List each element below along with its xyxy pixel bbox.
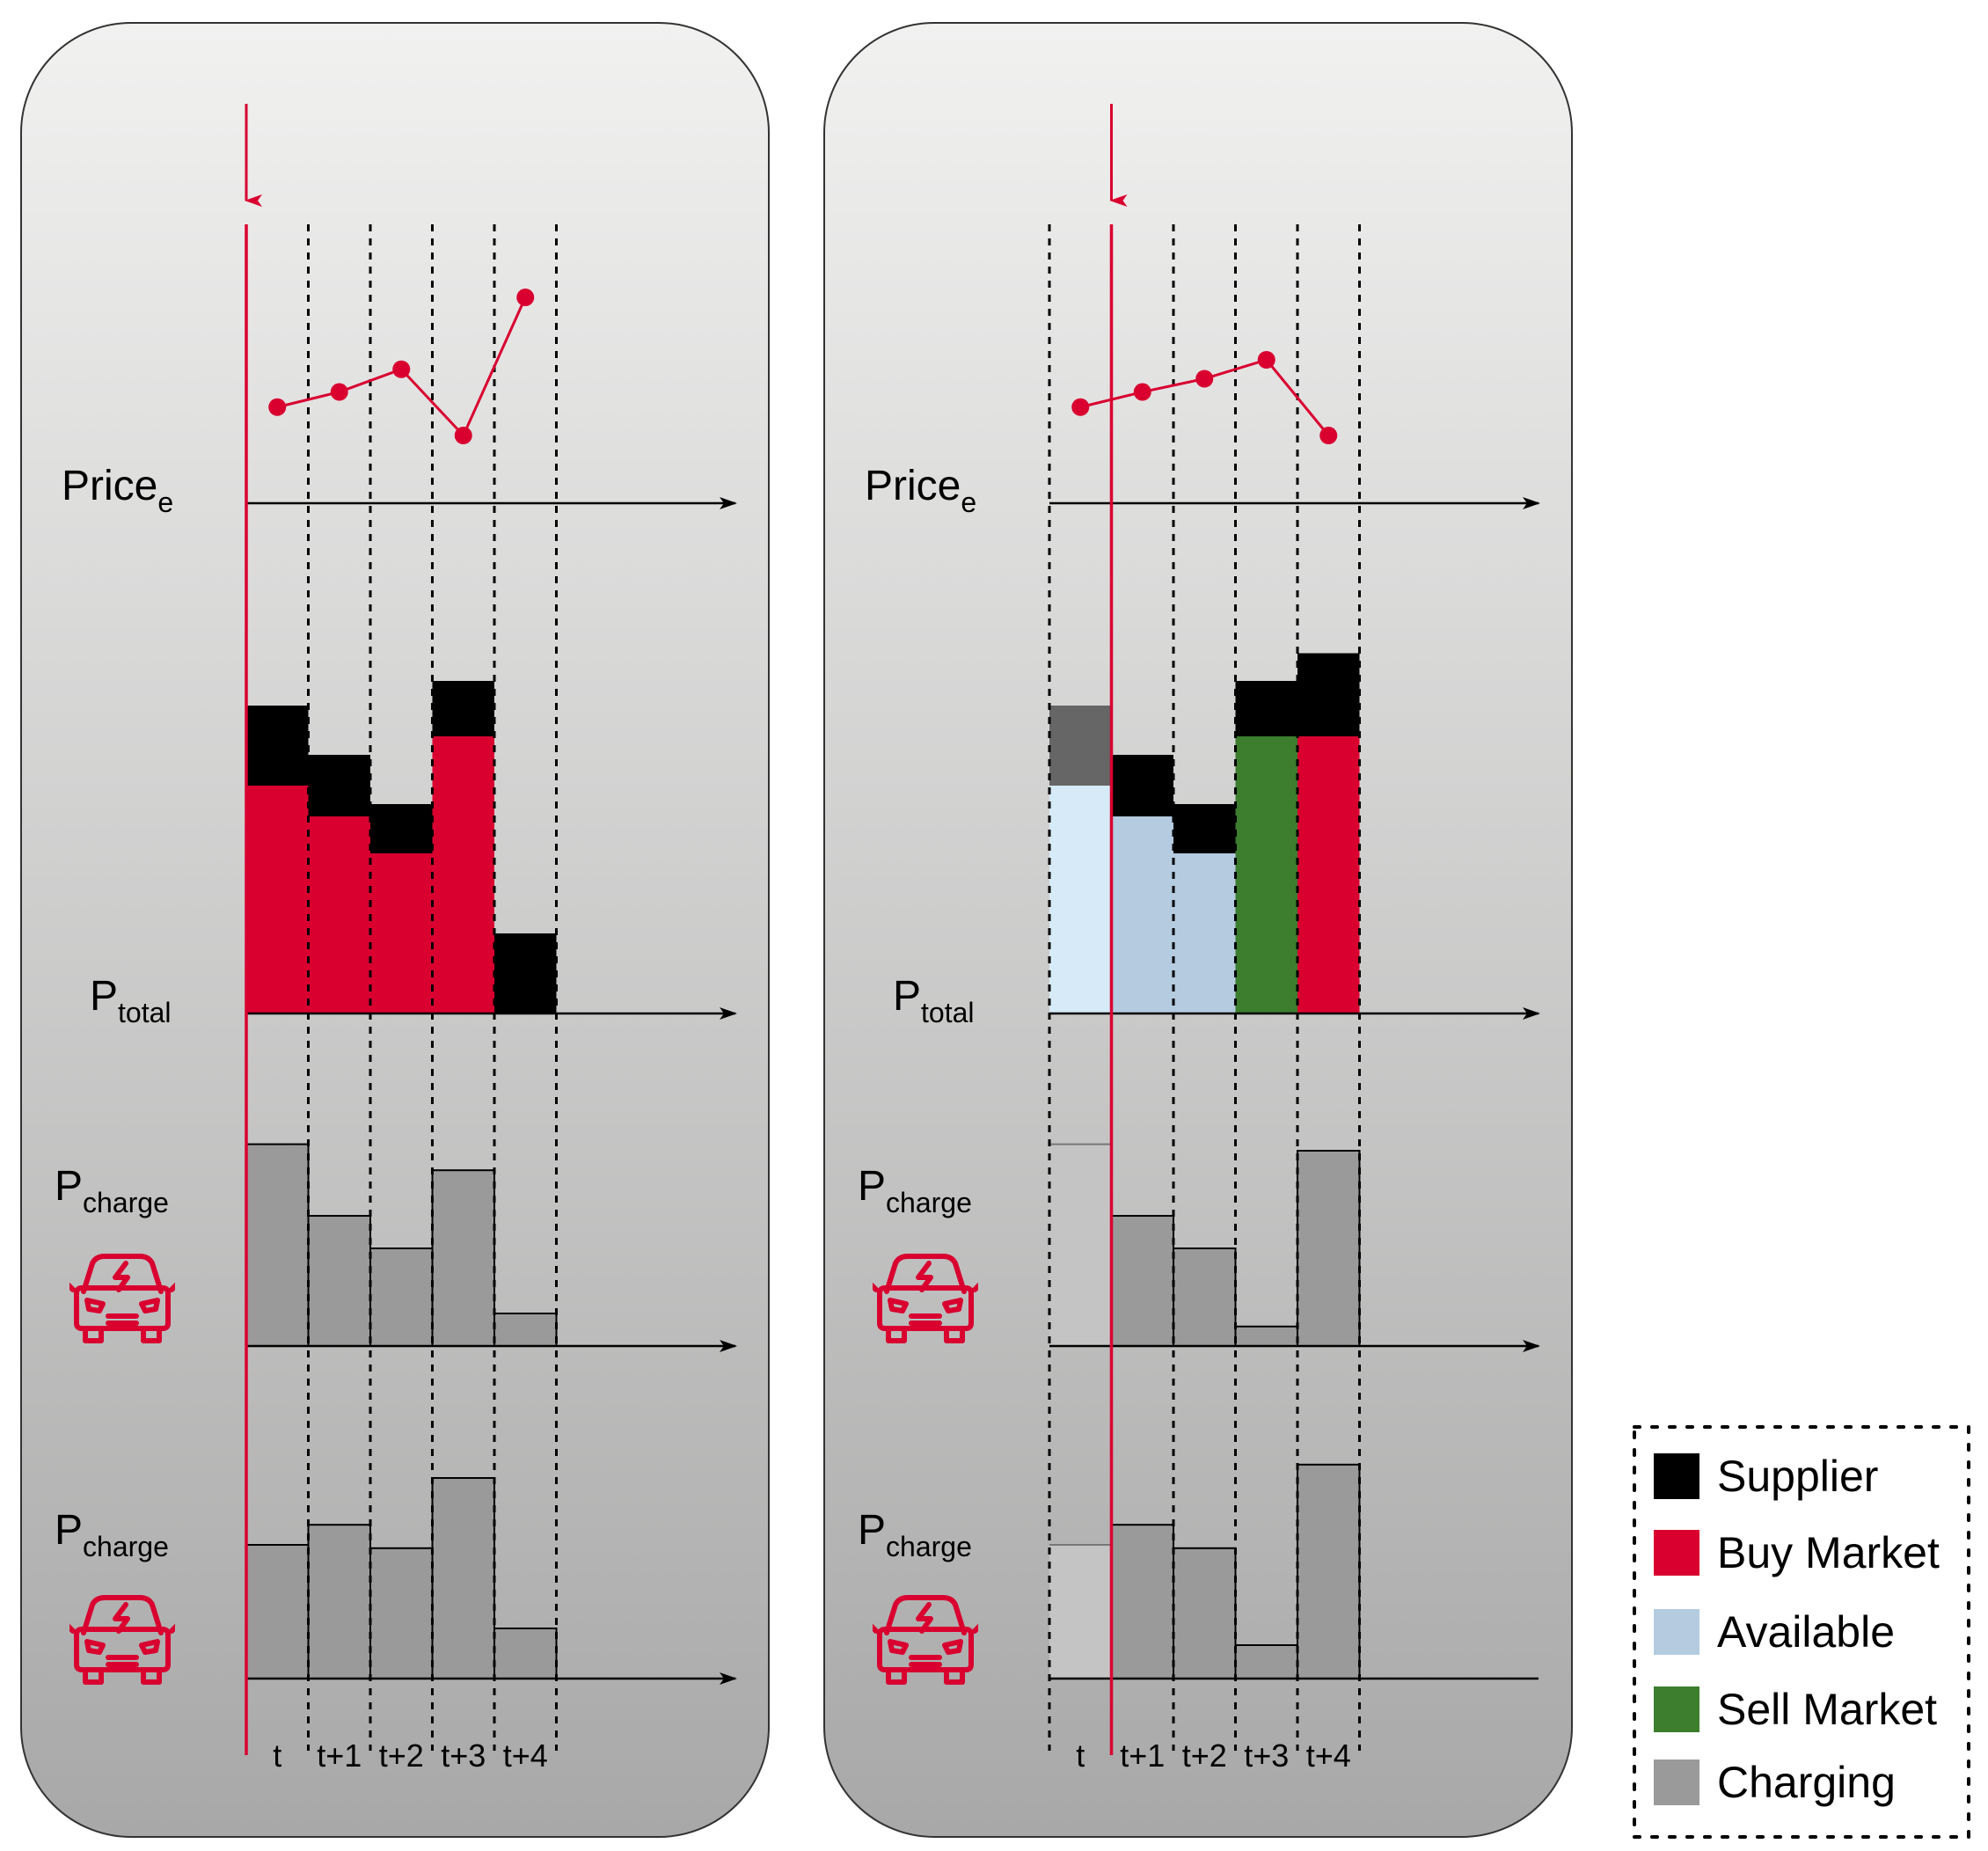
pcharge-ev1-bar-2 (1173, 1247, 1237, 1347)
ptotal-bar-lower-4 (1297, 736, 1360, 1013)
legend-label-4: Charging (1717, 1758, 1896, 1807)
price-point-2 (392, 360, 411, 378)
pcharge-ev1-bar-3 (431, 1169, 495, 1347)
pcharge-ev2-axis-label: Pcharge (55, 1507, 169, 1562)
pcharge-ev2-axis-label-main: P (858, 1507, 886, 1554)
ptotal-bar-lower-3 (432, 736, 494, 1013)
legend-swatch-3 (1654, 1686, 1699, 1732)
legend-label-3: Sell Market (1717, 1685, 1937, 1734)
pcharge-ev2-bar-2 (369, 1547, 434, 1680)
tick-label-3: t+3 (1244, 1738, 1289, 1774)
pcharge-ev1-bar-4 (1297, 1150, 1361, 1347)
pcharge-ev2-bar-2 (1173, 1547, 1237, 1680)
tick-label-1: t+1 (1120, 1738, 1165, 1774)
ptotal-bar-upper-1 (308, 755, 370, 816)
tick-label-0: t (1076, 1738, 1085, 1774)
price-point-1 (330, 383, 348, 401)
price-axis-label-subscript: e (157, 487, 173, 518)
price-point-4 (516, 289, 535, 307)
ptotal-bar-upper-2 (370, 804, 433, 853)
price-point-0 (1071, 398, 1090, 416)
pcharge-ev1-axis-label-subscript: charge (83, 1187, 169, 1218)
ptotal-bar-upper-2 (1173, 804, 1236, 853)
ptotal-bar-upper-3 (432, 681, 494, 736)
ptotal-bar-lower-2 (370, 853, 433, 1013)
ptotal-bar-upper-4 (1297, 653, 1360, 736)
pcharge-ev1-axis-label-main: P (55, 1163, 83, 1210)
ptotal-bar-lower-0 (246, 786, 309, 1013)
legend-label-1: Buy Market (1717, 1528, 1940, 1577)
pcharge-ev1-bar-1 (1110, 1215, 1174, 1347)
ptotal-bar-upper-1 (1111, 755, 1173, 816)
price-axis-label: Pricee (865, 463, 976, 518)
ptotal-axis-label-main: P (893, 973, 921, 1020)
ptotal-bar-lower-2 (1173, 853, 1236, 1013)
ptotal-bar-lower-3 (1235, 736, 1297, 1013)
price-point-3 (1257, 351, 1275, 369)
ptotal-axis-label-main: P (90, 973, 118, 1020)
ptotal-axis-label-subscript: total (118, 997, 171, 1028)
pcharge-ev2-bar-4 (493, 1628, 558, 1679)
price-axis-label-main: Price (865, 463, 961, 509)
legend: Supplier Buy Market Available Sell Market Ch… (1633, 1425, 1970, 1839)
pcharge-ev1-bar-4 (493, 1313, 558, 1347)
ptotal-axis-label: Ptotal (90, 973, 172, 1028)
pcharge-ev2-axis-label-main: P (55, 1507, 83, 1554)
legend-swatch-0 (1654, 1453, 1699, 1499)
pcharge-ev2-bar-1 (307, 1524, 371, 1679)
legend-swatch-2 (1654, 1609, 1699, 1655)
tick-label-1: t+1 (317, 1738, 362, 1774)
price-axis-label-main: Price (62, 463, 157, 509)
legend-swatch-1 (1654, 1530, 1699, 1576)
pcharge-ev1-bar-2 (369, 1247, 434, 1347)
pcharge-ev1-axis-label: Pcharge (55, 1163, 169, 1218)
legend-label-0: Supplier (1717, 1452, 1878, 1501)
ptotal-bar-upper-4 (494, 933, 557, 1013)
pcharge-ev2-bar-3 (1234, 1644, 1298, 1679)
tick-label-4: t+4 (1306, 1738, 1351, 1774)
ptotal-axis-label-subscript: total (921, 997, 974, 1028)
pcharge-ev2-bar-1 (1110, 1524, 1174, 1679)
legend-swatch-4 (1654, 1760, 1699, 1805)
pcharge-ev1-axis-label-subscript: charge (886, 1187, 972, 1218)
ptotal-bar-lower-0 (1049, 786, 1112, 1013)
price-point-3 (454, 427, 472, 444)
pcharge-ev2-axis-label-subscript: charge (83, 1531, 169, 1562)
pcharge-ev2-axis-label-subscript: charge (886, 1531, 972, 1562)
legend-label-2: Available (1717, 1607, 1895, 1657)
tick-label-0: t (273, 1738, 281, 1774)
tick-label-3: t+3 (441, 1738, 486, 1774)
ptotal-bar-upper-0 (246, 706, 309, 786)
pcharge-ev2-bar-past-0 (1049, 1545, 1112, 1679)
pcharge-ev1-axis-label: Pcharge (858, 1163, 972, 1218)
pcharge-ev1-bar-0 (245, 1143, 310, 1347)
tick-label-4: t+4 (503, 1738, 548, 1774)
price-axis-label: Pricee (62, 463, 173, 518)
pcharge-ev1-bar-3 (1234, 1325, 1298, 1348)
ptotal-bar-lower-1 (308, 816, 370, 1013)
tick-label-2: t+2 (379, 1738, 424, 1774)
price-point-0 (268, 398, 287, 416)
price-axis-label-subscript: e (961, 487, 976, 518)
ptotal-bar-lower-1 (1111, 816, 1173, 1013)
pcharge-ev2-bar-0 (245, 1544, 310, 1679)
price-point-4 (1319, 427, 1338, 444)
price-point-1 (1133, 383, 1151, 401)
pcharge-ev1-bar-past-0 (1049, 1144, 1112, 1346)
price-point-2 (1195, 369, 1214, 388)
pcharge-ev2-bar-4 (1297, 1463, 1361, 1680)
pcharge-ev2-axis-label: Pcharge (858, 1507, 972, 1562)
pcharge-ev1-axis-label-main: P (858, 1163, 886, 1210)
pcharge-ev1-bar-1 (307, 1215, 371, 1347)
ptotal-bar-upper-3 (1235, 681, 1297, 736)
pcharge-ev2-bar-3 (431, 1477, 495, 1679)
ptotal-bar-upper-0 (1049, 706, 1112, 786)
tick-label-2: t+2 (1182, 1738, 1227, 1774)
ptotal-axis-label: Ptotal (893, 973, 975, 1028)
